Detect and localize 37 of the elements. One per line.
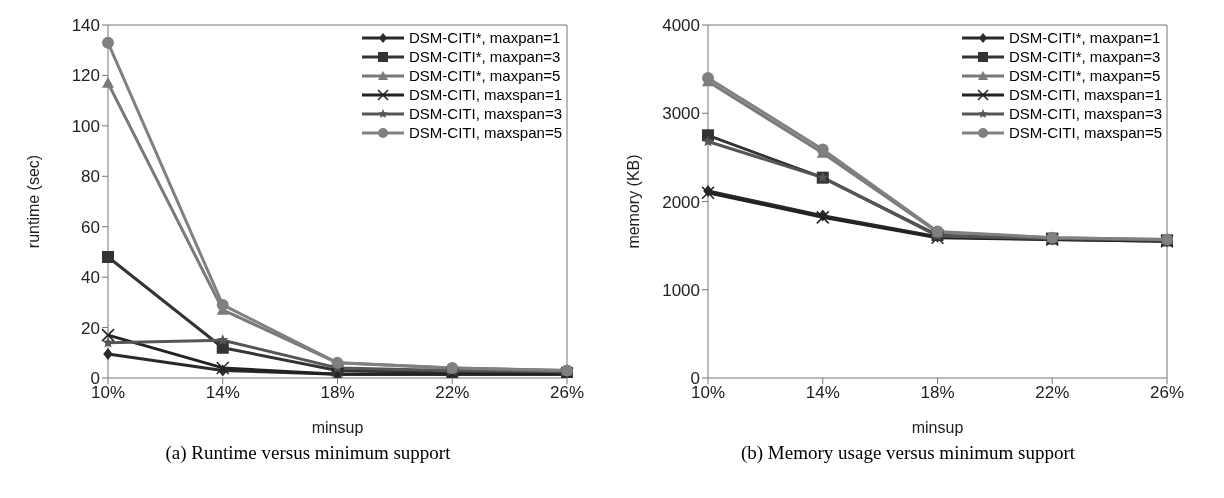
y-tick-label: 40	[81, 268, 100, 288]
y-tick-label: 3000	[662, 104, 700, 124]
x-axis-title: minsup	[911, 419, 964, 436]
x-tick-label: 26%	[1149, 383, 1185, 403]
y-tick-label: 120	[71, 66, 100, 86]
legend-label: DSM-CITI*, maxpan=5	[1009, 66, 1161, 85]
legend-label: DSM-CITI, maxspan=5	[1009, 123, 1162, 142]
y-tick-label: 140	[71, 16, 100, 36]
x-axis-title: minsup	[311, 419, 364, 436]
x-tick-label: 14%	[205, 383, 240, 403]
x-tick-label: 22%	[1035, 383, 1070, 403]
legend-label: DSM-CITI, maxspan=1	[1009, 85, 1162, 104]
legend-label: DSM-CITI*, maxpan=1	[409, 28, 561, 47]
legend-label: DSM-CITI*, maxpan=1	[1009, 28, 1161, 47]
legend-label: DSM-CITI*, maxpan=3	[409, 47, 561, 66]
y-tick-label: 1000	[662, 280, 700, 300]
legend-label: DSM-CITI, maxspan=1	[409, 85, 562, 104]
y-tick-label: 20	[81, 318, 100, 338]
legend-label: DSM-CITI, maxspan=3	[1009, 104, 1162, 123]
text: (b) Memory usage versus minimum support	[739, 442, 1076, 464]
x-tick-label: 18%	[920, 383, 955, 403]
x-tick-label: 18%	[320, 383, 355, 403]
x-tick-label: 26%	[549, 383, 585, 403]
y-tick-label: 4000	[662, 16, 700, 36]
y-axis-title: runtime (sec)	[24, 154, 42, 249]
y-tick-label: 2000	[662, 192, 700, 212]
legend-label: DSM-CITI, maxspan=3	[409, 104, 562, 123]
legend-label: DSM-CITI, maxspan=5	[409, 123, 562, 142]
text: (a) Runtime versus minimum support	[164, 442, 452, 464]
x-tick-label: 14%	[805, 383, 840, 403]
y-tick-label: 100	[71, 116, 100, 136]
x-tick-label: 22%	[435, 383, 470, 403]
legend-label: DSM-CITI*, maxpan=5	[409, 66, 561, 85]
legend-label: DSM-CITI*, maxpan=3	[1009, 47, 1161, 66]
y-axis-title: memory (KB)	[624, 154, 642, 249]
y-tick-label: 60	[81, 217, 100, 237]
y-tick-label: 80	[81, 167, 100, 187]
